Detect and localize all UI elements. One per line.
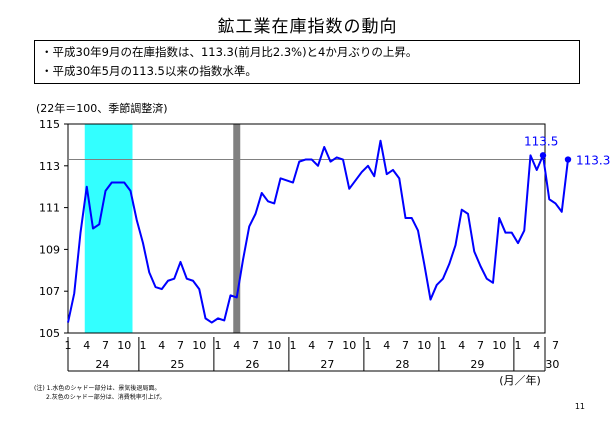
x-tick-label: 1 [365,339,372,352]
page-number: 11 [574,402,585,411]
year-label: 27 [320,358,334,371]
x-tick-label: 7 [252,339,259,352]
x-tick-label: 7 [102,339,109,352]
data-label: 113.5 [524,134,558,148]
x-tick-label: 4 [308,339,315,352]
chart-title: 鉱工業在庫指数の動向 [217,17,398,37]
recession-shading [84,124,133,333]
data-point-marker [539,152,547,159]
x-tick-label: 7 [477,339,484,352]
x-tick-label: 4 [458,339,465,352]
x-tick-label: 1 [140,339,147,352]
x-tick-label: 10 [417,339,431,352]
x-tick-label: 10 [192,339,206,352]
x-tick-label: 7 [177,339,184,352]
x-tick-label: 10 [492,339,506,352]
year-label: 29 [470,358,484,371]
x-tick-label: 4 [533,339,540,352]
y-tick-label: 107 [39,285,60,298]
x-tick-label: 7 [552,339,559,352]
x-tick-label: 10 [267,339,281,352]
x-tick-label: 4 [233,339,240,352]
x-tick-label: 4 [158,339,165,352]
summary-box: ・平成30年9月の在庫指数は、113.3(前月比2.3%)と4か月ぶりの上昇。 … [34,40,580,84]
y-tick-label: 105 [39,327,60,340]
data-point-marker [564,156,572,163]
x-tick-label: 1 [290,339,297,352]
year-label: 24 [95,358,109,371]
note-1: (注) 1.水色のシャドー部分は、景気後退局面。 [34,385,161,392]
x-tick-label: 10 [342,339,356,352]
y-tick-label: 113 [39,160,60,173]
data-label: 113.3 [576,154,610,168]
x-axis-unit-label: (月／年) [499,373,541,387]
year-label: 26 [245,358,259,371]
x-tick-label: 4 [383,339,390,352]
x-tick-label: 4 [83,339,90,352]
x-tick-label: 1 [515,339,522,352]
summary-line-2: ・平成30年5月の113.5以来の指数水準。 [41,64,257,78]
tax-increase-shading [233,124,241,333]
year-label: 25 [170,358,184,371]
plot-frame [67,123,546,334]
summary-line-1: ・平成30年9月の在庫指数は、113.3(前月比2.3%)と4か月ぶりの上昇。 [41,45,418,59]
series-line [67,139,569,324]
year-label: 30 [545,358,559,371]
unit-label: (22年＝100、季節調整済) [36,102,168,115]
x-tick-label: 1 [215,339,222,352]
x-tick-label: 1 [440,339,447,352]
note-2: 2.灰色のシャドー部分は、消費税率引上げ。 [46,394,166,401]
chart-notes: (注) 1.水色のシャドー部分は、景気後退局面。 2.灰色のシャドー部分は、消費… [34,384,165,402]
x-tick-label: 7 [402,339,409,352]
x-tick-label: 10 [117,339,131,352]
y-tick-label: 109 [39,243,60,256]
y-tick-label: 111 [39,202,60,215]
y-tick-label: 115 [39,118,60,131]
x-tick-label: 7 [327,339,334,352]
year-label: 28 [395,358,409,371]
